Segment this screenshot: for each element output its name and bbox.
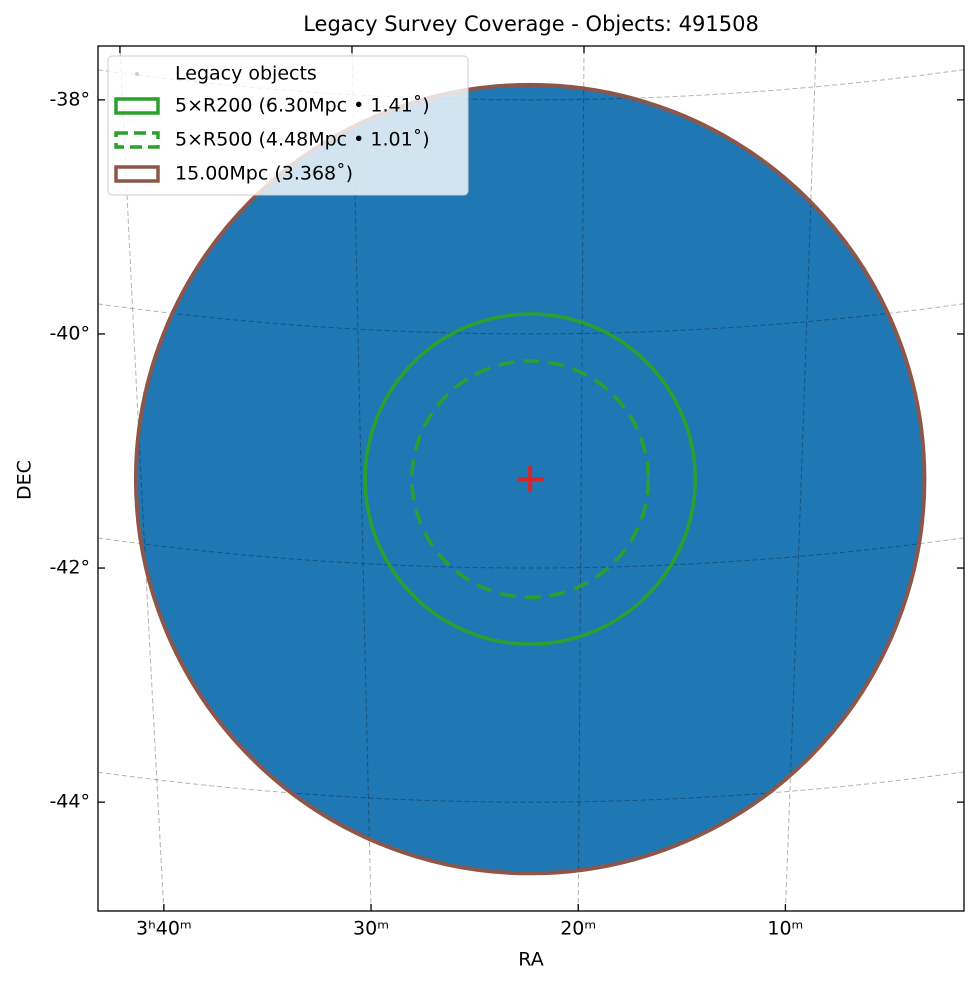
- legend-label: 15.00Mpc (3.368˚): [175, 163, 353, 185]
- legend-marker: [114, 165, 160, 183]
- grid-line: [98, 771, 964, 803]
- plot-frame: [97, 45, 965, 912]
- x-tick-label: 10ᵐ: [767, 918, 803, 940]
- plot-area: [98, 46, 964, 911]
- grid-line: [98, 303, 964, 335]
- x-tick-label: 20ᵐ: [560, 918, 596, 940]
- radius-circle: [363, 312, 697, 646]
- y-axis-label: DEC: [14, 460, 36, 500]
- grid-line: [98, 537, 964, 569]
- radius-circle: [410, 359, 651, 600]
- legend-label: Legacy objects: [175, 63, 317, 85]
- legend-box: [107, 55, 469, 196]
- radius-circle: [133, 82, 927, 876]
- x-axis-label: RA: [518, 949, 543, 971]
- y-tick-label: -44°: [49, 791, 90, 813]
- grid-line: [577, 46, 585, 911]
- legend-marker: [114, 131, 160, 149]
- grid-line: [784, 46, 817, 911]
- y-tick-label: -42°: [49, 557, 90, 579]
- legend-label: 5×R200 (6.30Mpc • 1.41˚): [175, 95, 430, 117]
- axes: 3ʰ40ᵐ 30ᵐ 20ᵐ 10ᵐ -38° -40° -42° -44°: [49, 45, 965, 940]
- legend-marker: [135, 72, 139, 76]
- y-tick-label: -38°: [49, 88, 90, 110]
- legend: Legacy objects 5×R200 (6.30Mpc • 1.41˚) 5×…: [107, 55, 469, 196]
- legend-label: 5×R500 (4.48Mpc • 1.01˚): [175, 129, 430, 151]
- y-tick-label: -40°: [49, 322, 90, 344]
- x-tick-label: 30ᵐ: [353, 918, 389, 940]
- center-marker: [517, 466, 544, 493]
- chart-title: Legacy Survey Coverage - Objects: 491508: [303, 12, 759, 36]
- x-tick-label: 3ʰ40ᵐ: [136, 918, 192, 940]
- legend-marker: [114, 97, 160, 115]
